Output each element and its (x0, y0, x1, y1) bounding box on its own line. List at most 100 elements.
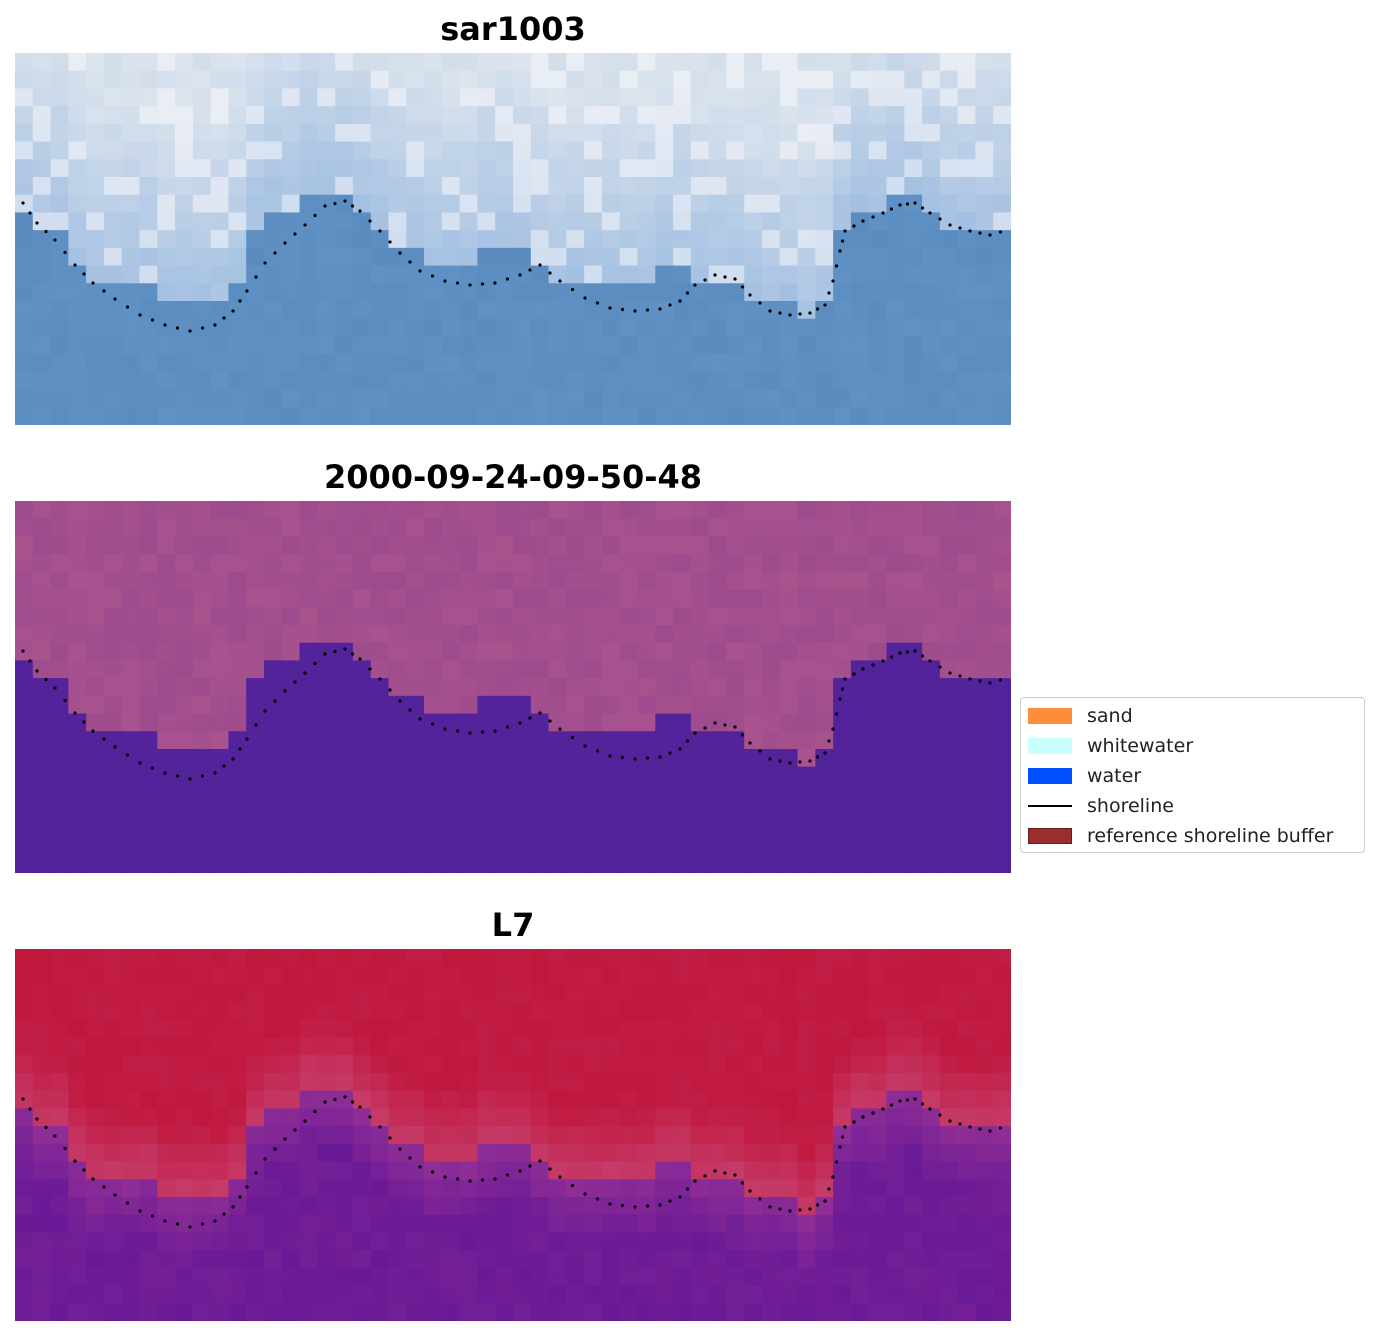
image-pixel (690, 855, 710, 873)
image-pixel (690, 247, 710, 267)
image-pixel (495, 837, 514, 856)
shoreline-point (163, 1219, 167, 1223)
image-pixel (299, 247, 318, 267)
image-pixel (904, 194, 923, 214)
image-pixel (157, 1179, 176, 1198)
image-pixel (157, 713, 176, 732)
image-pixel (726, 230, 745, 249)
image-pixel (726, 1143, 745, 1163)
image-pixel (210, 1161, 230, 1180)
image-pixel (993, 1073, 1011, 1092)
image-pixel (121, 554, 141, 573)
image-pixel (833, 1179, 852, 1198)
image-pixel (192, 177, 212, 196)
image-pixel (744, 371, 763, 391)
shoreline-point (222, 1212, 226, 1216)
image-pixel (335, 230, 354, 249)
image-pixel (103, 589, 123, 608)
image-pixel (370, 70, 390, 90)
image-pixel (121, 1303, 141, 1321)
image-pixel (922, 536, 941, 555)
image-pixel (601, 1161, 621, 1180)
image-pixel (68, 984, 87, 1003)
image-pixel (192, 1179, 212, 1198)
image-pixel (975, 53, 994, 72)
image-pixel (904, 265, 923, 284)
image-pixel (68, 855, 87, 873)
image-pixel (868, 589, 888, 608)
image-pixel (68, 1073, 87, 1092)
image-pixel (139, 660, 158, 679)
shoreline-point (175, 1222, 180, 1226)
image-pixel (886, 642, 905, 662)
image-pixel (406, 1002, 425, 1021)
image-pixel (495, 53, 514, 72)
shoreline-point (418, 1165, 422, 1169)
image-pixel (317, 106, 336, 125)
image-pixel (797, 123, 816, 143)
image-pixel (744, 283, 763, 302)
image-pixel (459, 1285, 479, 1304)
image-pixel (139, 123, 158, 143)
image-pixel (939, 1197, 959, 1216)
image-pixel (957, 766, 977, 786)
image-pixel (477, 1090, 496, 1110)
shoreline-point (843, 229, 847, 233)
image-pixel (513, 106, 532, 125)
image-pixel (993, 731, 1011, 750)
image-pixel (637, 88, 656, 107)
image-pixel (228, 230, 247, 249)
image-pixel (68, 966, 87, 986)
shoreline-point (748, 741, 752, 745)
image-pixel (744, 53, 763, 72)
image-pixel (708, 554, 728, 573)
image-pixel (157, 571, 176, 591)
image-pixel (993, 1108, 1011, 1127)
image-pixel (762, 713, 781, 732)
image-pixel (495, 589, 514, 608)
image-pixel (833, 318, 852, 338)
image-pixel (886, 318, 905, 338)
image-pixel (317, 1002, 336, 1021)
shoreline-point (468, 283, 472, 287)
image-pixel (86, 642, 105, 662)
image-pixel (441, 318, 461, 338)
image-pixel (210, 389, 230, 408)
shoreline-point (273, 1147, 277, 1151)
image-pixel (815, 1214, 834, 1234)
image-pixel (850, 177, 870, 196)
image-pixel (744, 141, 763, 160)
image-pixel (833, 106, 852, 125)
image-pixel (86, 1055, 105, 1074)
image-pixel (975, 1179, 994, 1198)
image-pixel (833, 123, 852, 143)
image-pixel (957, 1019, 977, 1039)
image-pixel (477, 106, 496, 125)
image-pixel (139, 784, 158, 803)
image-pixel (619, 159, 639, 178)
image-pixel (922, 731, 941, 750)
image-pixel (139, 837, 158, 856)
image-pixel (228, 159, 247, 178)
image-pixel (815, 589, 834, 608)
image-pixel (708, 966, 728, 986)
image-pixel (566, 1232, 585, 1251)
image-pixel (779, 1108, 799, 1127)
image-pixel (246, 70, 265, 90)
image-pixel (424, 1179, 443, 1198)
shoreline-point (35, 669, 39, 673)
image-pixel (68, 1002, 87, 1021)
image-pixel (779, 1214, 799, 1234)
image-pixel (459, 194, 479, 214)
image-pixel (708, 802, 728, 821)
image-pixel (228, 1143, 247, 1163)
image-pixel (939, 837, 959, 856)
image-pixel (833, 749, 852, 768)
image-pixel (424, 1019, 443, 1039)
image-pixel (406, 265, 425, 284)
image-pixel (993, 1019, 1011, 1039)
image-pixel (566, 749, 585, 768)
image-pixel (975, 247, 994, 267)
image-pixel (68, 731, 87, 750)
image-pixel (762, 571, 781, 591)
